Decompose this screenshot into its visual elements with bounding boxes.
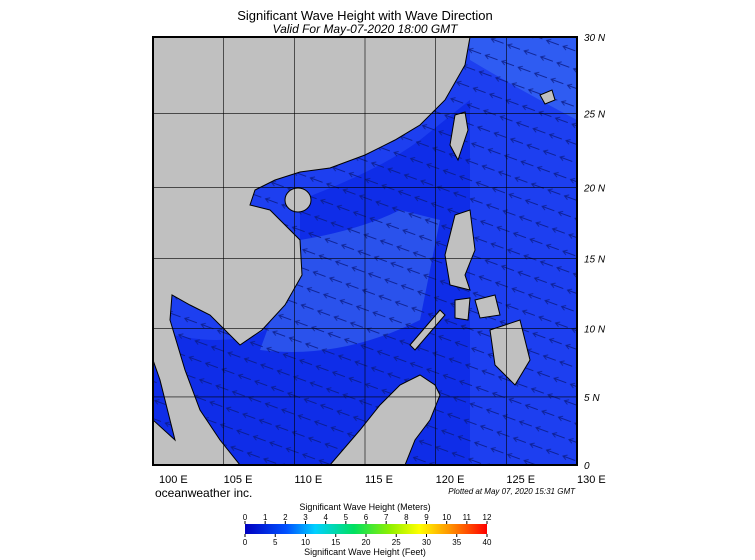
meters-tick-label: 1 [263, 513, 268, 522]
meters-tick-label: 4 [323, 513, 328, 522]
subtitle: Valid For May-07-2020 18:00 GMT [273, 22, 460, 36]
map-body [153, 37, 577, 465]
lon-label: 115 E [365, 474, 393, 486]
map-frame [152, 36, 578, 466]
colorbar-title-meters: Significant Wave Height (Meters) [299, 502, 430, 512]
meters-tick-label: 8 [404, 513, 409, 522]
meters-tick-label: 2 [283, 513, 288, 522]
lon-label: 105 E [224, 474, 253, 486]
colorbar-title-feet: Significant Wave Height (Feet) [304, 547, 426, 557]
meters-tick-label: 3 [303, 513, 308, 522]
feet-tick-label: 25 [392, 538, 401, 547]
title: Significant Wave Height with Wave Direct… [237, 8, 493, 23]
meters-tick-label: 9 [424, 513, 429, 522]
credit: oceanweather inc. [155, 486, 252, 500]
lat-label: 15 N [584, 255, 606, 266]
lat-label: 30 N [584, 33, 606, 44]
lat-label: 0 [584, 461, 590, 472]
lat-label: 20 N [583, 183, 606, 194]
meters-tick-label: 10 [442, 513, 451, 522]
lon-label: 110 E [294, 474, 322, 486]
meters-tick-label: 12 [483, 513, 492, 522]
meters-tick-label: 11 [463, 513, 472, 522]
feet-tick-label: 5 [273, 538, 278, 547]
lon-label: 100 E [159, 474, 188, 486]
plot-time: Plotted at May 07, 2020 15:31 GMT [448, 487, 576, 496]
feet-tick-label: 10 [301, 538, 310, 547]
lat-label: 5 N [584, 393, 600, 404]
feet-tick-label: 40 [483, 538, 492, 547]
lat-label: 25 N [583, 110, 606, 121]
feet-tick-label: 0 [243, 538, 248, 547]
feet-tick-label: 20 [362, 538, 371, 547]
colorbar [245, 524, 487, 534]
lon-label: 120 E [436, 474, 465, 486]
lon-label: 125 E [506, 474, 535, 486]
feet-tick-label: 15 [331, 538, 340, 547]
lon-label: 130 E [577, 474, 606, 486]
meters-tick-label: 6 [364, 513, 369, 522]
meters-tick-label: 5 [344, 513, 349, 522]
meters-tick-label: 0 [243, 513, 248, 522]
graticule [153, 37, 577, 465]
lat-label: 10 N [584, 324, 606, 335]
feet-tick-label: 30 [422, 538, 431, 547]
meters-tick-label: 7 [384, 513, 389, 522]
land [153, 37, 556, 465]
feet-tick-label: 35 [452, 538, 461, 547]
